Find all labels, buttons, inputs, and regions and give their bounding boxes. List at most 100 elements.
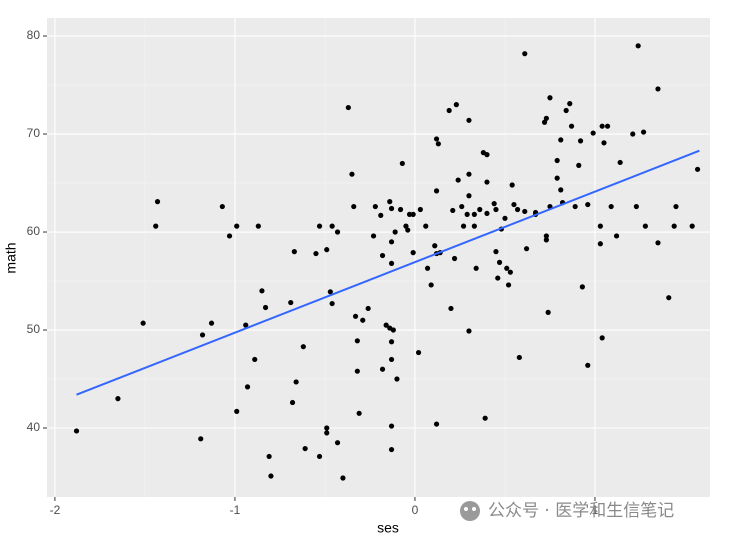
point <box>372 203 378 210</box>
point <box>455 177 461 183</box>
point <box>140 320 146 326</box>
point <box>288 299 294 306</box>
point <box>388 239 395 245</box>
point <box>198 436 204 442</box>
point <box>694 166 701 172</box>
point <box>365 305 371 312</box>
point <box>302 445 308 452</box>
point <box>572 203 578 210</box>
point <box>226 233 233 239</box>
point <box>115 396 121 402</box>
point <box>154 199 161 205</box>
point <box>460 223 467 229</box>
point <box>153 223 159 229</box>
point <box>313 250 319 257</box>
point <box>671 223 677 229</box>
point <box>689 223 695 229</box>
point <box>563 107 569 114</box>
point <box>466 328 472 334</box>
point <box>655 240 661 246</box>
x-axis-title: ses <box>377 520 399 536</box>
point <box>543 237 549 243</box>
point <box>289 399 296 406</box>
point <box>370 233 377 239</box>
x-tick-label: 0 <box>412 503 419 517</box>
point <box>543 233 549 239</box>
point <box>356 410 362 416</box>
point <box>405 227 411 233</box>
point <box>291 249 297 255</box>
point <box>617 159 623 166</box>
point <box>354 338 360 344</box>
point <box>334 229 341 235</box>
x-tick-label: -1 <box>230 503 241 517</box>
point <box>579 284 585 290</box>
point <box>655 86 661 92</box>
watermark-text: 公众号 · 医学和生信笔记 <box>488 501 674 521</box>
point <box>473 265 479 271</box>
point <box>608 203 614 210</box>
point <box>379 366 386 372</box>
watermark-icon <box>460 501 480 521</box>
point <box>630 131 636 137</box>
point <box>505 282 512 288</box>
point <box>410 250 416 256</box>
point <box>577 138 584 144</box>
point <box>424 265 431 271</box>
point <box>567 101 573 107</box>
point <box>601 140 607 146</box>
point <box>543 115 549 121</box>
point <box>378 212 384 218</box>
point <box>511 201 517 208</box>
point <box>392 229 398 235</box>
point <box>379 252 386 259</box>
watermark: 公众号 · 医学和生信笔记 <box>460 501 674 521</box>
point <box>604 123 611 129</box>
point <box>410 211 416 217</box>
point <box>576 162 582 168</box>
point <box>495 275 501 281</box>
point <box>482 415 488 421</box>
point <box>451 255 458 262</box>
point <box>633 203 639 210</box>
point <box>477 206 483 213</box>
point <box>406 211 413 217</box>
point <box>471 223 477 229</box>
point <box>403 223 409 229</box>
point <box>219 203 225 210</box>
point <box>423 223 429 229</box>
point <box>541 119 548 125</box>
point <box>340 475 346 481</box>
point <box>484 210 490 217</box>
point <box>585 201 591 208</box>
point <box>585 362 591 368</box>
point <box>324 247 330 253</box>
trend-line <box>76 149 700 396</box>
point <box>324 425 330 431</box>
point <box>516 354 522 361</box>
y-tick-label: 60 <box>27 224 41 238</box>
point <box>324 430 330 436</box>
point <box>502 215 508 221</box>
point <box>208 320 215 326</box>
point <box>255 223 261 229</box>
point <box>558 137 564 143</box>
point <box>504 265 510 271</box>
point <box>484 152 490 158</box>
axes: -2 -1 0 1 40 50 60 70 80 <box>27 28 599 517</box>
point <box>597 223 603 229</box>
point <box>558 187 564 193</box>
point <box>316 453 323 460</box>
point <box>388 446 395 453</box>
point <box>433 188 440 194</box>
y-tick-label: 40 <box>27 420 41 434</box>
point <box>493 249 499 255</box>
point <box>360 317 366 323</box>
point <box>471 211 477 217</box>
grid <box>47 18 710 497</box>
point <box>243 322 249 328</box>
point <box>428 282 434 288</box>
point <box>266 453 272 460</box>
point <box>554 175 560 181</box>
point <box>388 356 395 363</box>
